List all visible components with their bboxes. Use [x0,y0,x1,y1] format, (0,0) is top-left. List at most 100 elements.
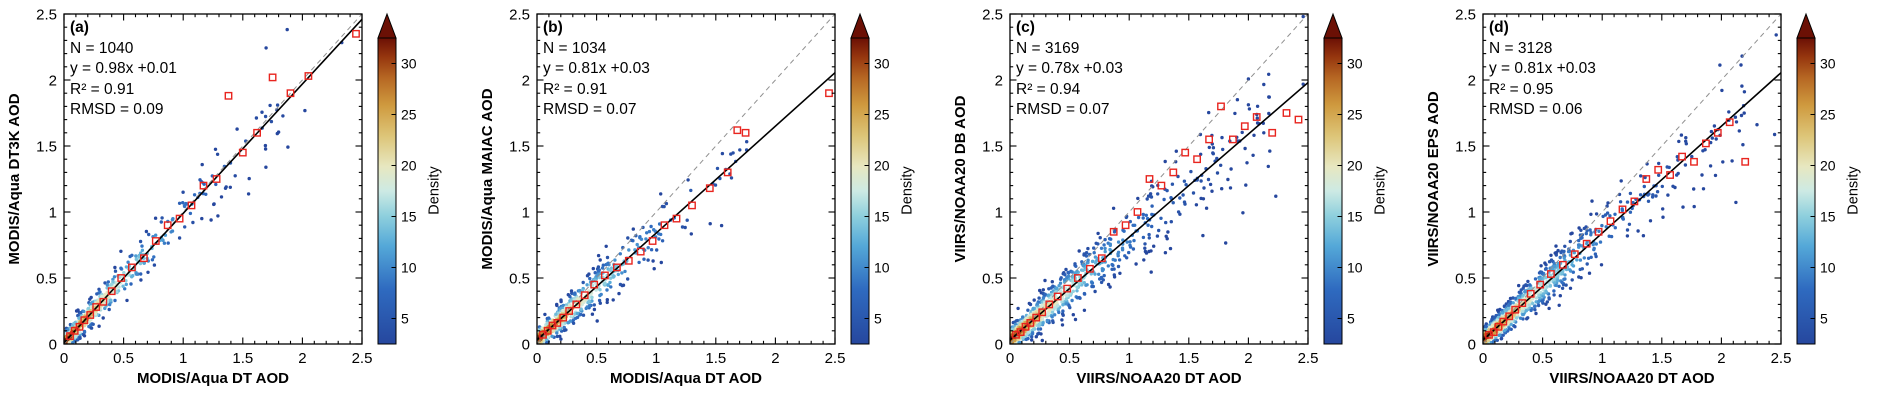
panel-d: 0 0 0.5 0.5 1 1 1.5 1.5 2 2 2.5 2.5 5 10 15 20 25 30 VIIR… [1419,0,1892,413]
binned-mean-square [565,307,574,315]
binned-mean-square [590,280,599,289]
binned-mean-square [1741,157,1750,166]
binned-mean-square [352,29,360,38]
colorbar [377,37,397,345]
colorbar-over-arrow [1323,12,1343,39]
scatter-plot-a: 00 0.5 0.5 1 1 1.5 1.5 2 2 2.5 2.5 5 10 15 20 25 30 [36,7,417,368]
x-tick-label: 1.5 [705,350,726,367]
y-tick-label: 1.5 [1455,139,1476,156]
y-tick-label: 0 [995,337,1003,354]
x-axis-label: VIIRS/NOAA20 DT AOD [1549,370,1715,387]
stat-count: N = 1040 [70,39,134,57]
colorbar-tick-label: 25 [401,107,417,123]
colorbar-tick-label: 5 [1347,311,1355,327]
fit-line [1483,72,1781,341]
plot-frame [1009,13,1309,345]
x-tick-label: 2 [298,350,306,367]
binned-mean-square [1294,115,1303,124]
y-tick-label: 2 [49,73,57,90]
stat-fit-equation: y = 0.81x +0.03 [543,60,650,77]
colorbar-axis-label: Density [1845,166,1862,215]
y-tick-label: 0.5 [36,271,57,288]
binned-mean-square [539,330,547,339]
binned-mean-square [1282,109,1291,117]
stat-r-squared: R² = 0.94 [1016,80,1081,98]
binned-mean-square [1536,280,1545,289]
binned-mean-square [572,300,581,309]
binned-mean-square [1063,284,1072,293]
colorbar [850,37,870,345]
x-tick-label: 0 [1479,350,1487,367]
binned-mean-square [253,128,261,137]
tick-labels: 00 0.5 0.5 1 1 1.5 1.5 2 2 2.5 2.5 [509,7,845,368]
stats-annotation: (a) N = 1040 y = 0.98x +0.01 R² = 0.91 R… [70,18,177,121]
colorbar-tick-label: 5 [401,311,409,327]
binned-mean-square [70,326,79,335]
axis-ticks [63,13,363,345]
stat-fit-equation: y = 0.81x +0.03 [1489,60,1596,77]
binned-mean-square [1229,135,1237,144]
binned-mean-square [268,73,277,82]
colorbar-tick-label: 25 [874,107,890,123]
binned-mean-square [612,263,621,272]
binned-mean-square [66,332,74,340]
binned-mean-square [1690,157,1698,166]
y-tick-label: 2.5 [509,7,530,24]
scatter-plot-d: 00 0.5 0.5 1 1 1.5 1.5 2 2 2.5 2.5 5 10 15 20 25 30 [1455,7,1836,368]
colorbar-tick-label: 10 [874,260,890,276]
plot-frame [63,13,363,345]
y-tick-label: 2.5 [36,7,57,24]
colorbar-axis-label: Density [899,166,916,215]
binned-mean-square [1085,264,1094,273]
y-tick-label: 0.5 [1455,271,1476,288]
binned-mean-square [672,214,681,223]
binned-mean-square [1016,328,1025,336]
x-tick-label: 2.5 [352,350,373,367]
binned-mean-square [1205,135,1213,144]
panel-letter: (a) [70,19,89,36]
colorbar-over-arrow [1796,12,1816,39]
panel-a: 0 0 0.5 0.5 1 1 1.5 1.5 2 2 2.5 2.5 5 10 15 20 25 30 MODI… [0,0,473,413]
colorbar-tick-label: 15 [1820,209,1836,225]
stats-annotation: (b) N = 1034 y = 0.81x +0.03 R² = 0.91 R… [543,18,650,121]
binned-mean-square [1606,217,1615,226]
binned-mean-square [1582,239,1591,248]
colorbar-ticks: 5 10 15 20 25 30 [864,56,890,327]
binned-mean-square [224,91,233,100]
binned-mean-square [212,175,221,183]
stat-fit-equation: y = 0.78x +0.03 [1016,60,1123,77]
binned-mean-square [1725,118,1734,127]
x-tick-label: 0.5 [113,350,134,367]
y-tick-label: 0 [1468,337,1476,354]
binned-mean-square [286,89,295,98]
binned-mean-square [660,221,669,230]
y-tick-label: 2 [522,73,530,90]
binned-mean-square [238,148,247,157]
binned-mean-square [1217,102,1225,111]
stat-r-squared: R² = 0.91 [543,80,608,98]
y-tick-label: 1 [49,205,57,222]
plot-frame [1482,13,1782,345]
colorbar-tick-label: 30 [874,56,890,72]
binned-mean-square [1526,289,1535,298]
binned-mean-squares [1485,118,1750,339]
binned-mean-square [1109,227,1118,236]
colorbar-tick-label: 15 [401,209,417,225]
colorbar-tick-label: 10 [1820,260,1836,276]
binned-mean-square [688,201,696,210]
scatter-plot-b: 00 0.5 0.5 1 1 1.5 1.5 2 2 2.5 2.5 5 10 15 20 25 30 [509,7,890,368]
stat-fit-equation: y = 0.98x +0.01 [70,60,177,77]
binned-mean-square [1026,319,1035,327]
binned-mean-square [1097,254,1106,263]
colorbar-tick-label: 20 [1820,158,1836,174]
binned-mean-square [1654,165,1663,174]
colorbar [1796,37,1816,345]
binned-mean-square [1073,274,1082,282]
x-tick-label: 2 [1717,350,1725,367]
binned-mean-square [1121,221,1130,230]
stats-annotation: (c) N = 3169 y = 0.78x +0.03 R² = 0.94 R… [1016,18,1123,121]
binned-mean-square [1618,205,1627,214]
stat-count: N = 1034 [543,39,607,57]
binned-mean-square [705,184,714,193]
y-tick-label: 1.5 [36,139,57,156]
